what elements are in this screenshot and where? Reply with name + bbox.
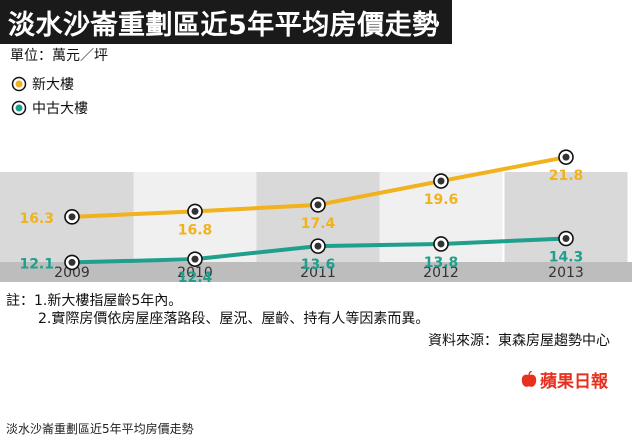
data-point-center [68, 213, 76, 221]
data-label: 12.4 [178, 270, 213, 286]
data-point-center [68, 258, 76, 266]
legend-marker-dot [15, 104, 23, 112]
x-axis-bar [0, 262, 632, 282]
data-label: 13.6 [301, 257, 336, 273]
source-credit: 資料來源：東森房屋趨勢中心 [428, 333, 610, 349]
background-band [0, 172, 12, 262]
x-tick-label: 2009 [54, 265, 90, 281]
legend-label: 中古大樓 [32, 101, 88, 117]
x-tick-label: 2011 [300, 265, 336, 281]
legend-marker-dot [15, 80, 23, 88]
legend-label: 新大樓 [32, 77, 74, 93]
note-1: 註：1.新大樓指屋齡5年內。 [6, 292, 429, 310]
data-label: 13.8 [424, 255, 459, 271]
title-bar: 淡水沙崙重劃區近5年平均房價走勢 [0, 0, 452, 44]
logo-text: 蘋果日報 [540, 372, 608, 392]
chart-title: 淡水沙崙重劃區近5年平均房價走勢 [8, 10, 440, 41]
data-label: 16.8 [178, 222, 213, 238]
x-tick-label: 2010 [177, 265, 213, 281]
data-point-center [562, 235, 570, 243]
data-label: 19.6 [424, 192, 459, 208]
notes: 註：1.新大樓指屋齡5年內。 2.實際房價依房屋座落路段、屋況、屋齡、持有人等因… [6, 292, 429, 328]
image-caption: 淡水沙崙重劃區近5年平均房價走勢 [6, 422, 194, 436]
note-2: 2.實際房價依房屋座落路段、屋況、屋齡、持有人等因素而異。 [38, 311, 430, 327]
data-point-center [314, 201, 322, 209]
x-tick-label: 2012 [423, 265, 459, 281]
data-label: 16.3 [19, 211, 54, 227]
background-band [504, 172, 628, 262]
data-point-center [314, 242, 322, 250]
data-point-center [562, 153, 570, 161]
note-1-text: 1.新大樓指屋齡5年內。 [34, 293, 183, 309]
data-point-center [191, 255, 199, 263]
data-label: 12.1 [19, 256, 54, 272]
data-label: 21.8 [549, 168, 584, 184]
data-label: 17.4 [301, 216, 336, 232]
apple-icon [521, 370, 537, 387]
data-point-center [437, 177, 445, 185]
unit-label: 單位：萬元／坪 [10, 48, 108, 64]
apple-daily-logo: 蘋果日報 [520, 367, 608, 392]
note-label: 註： [6, 293, 34, 309]
x-tick-label: 2013 [548, 265, 584, 281]
data-point-center [191, 207, 199, 215]
data-label: 14.3 [549, 250, 584, 266]
data-point-center [437, 240, 445, 248]
